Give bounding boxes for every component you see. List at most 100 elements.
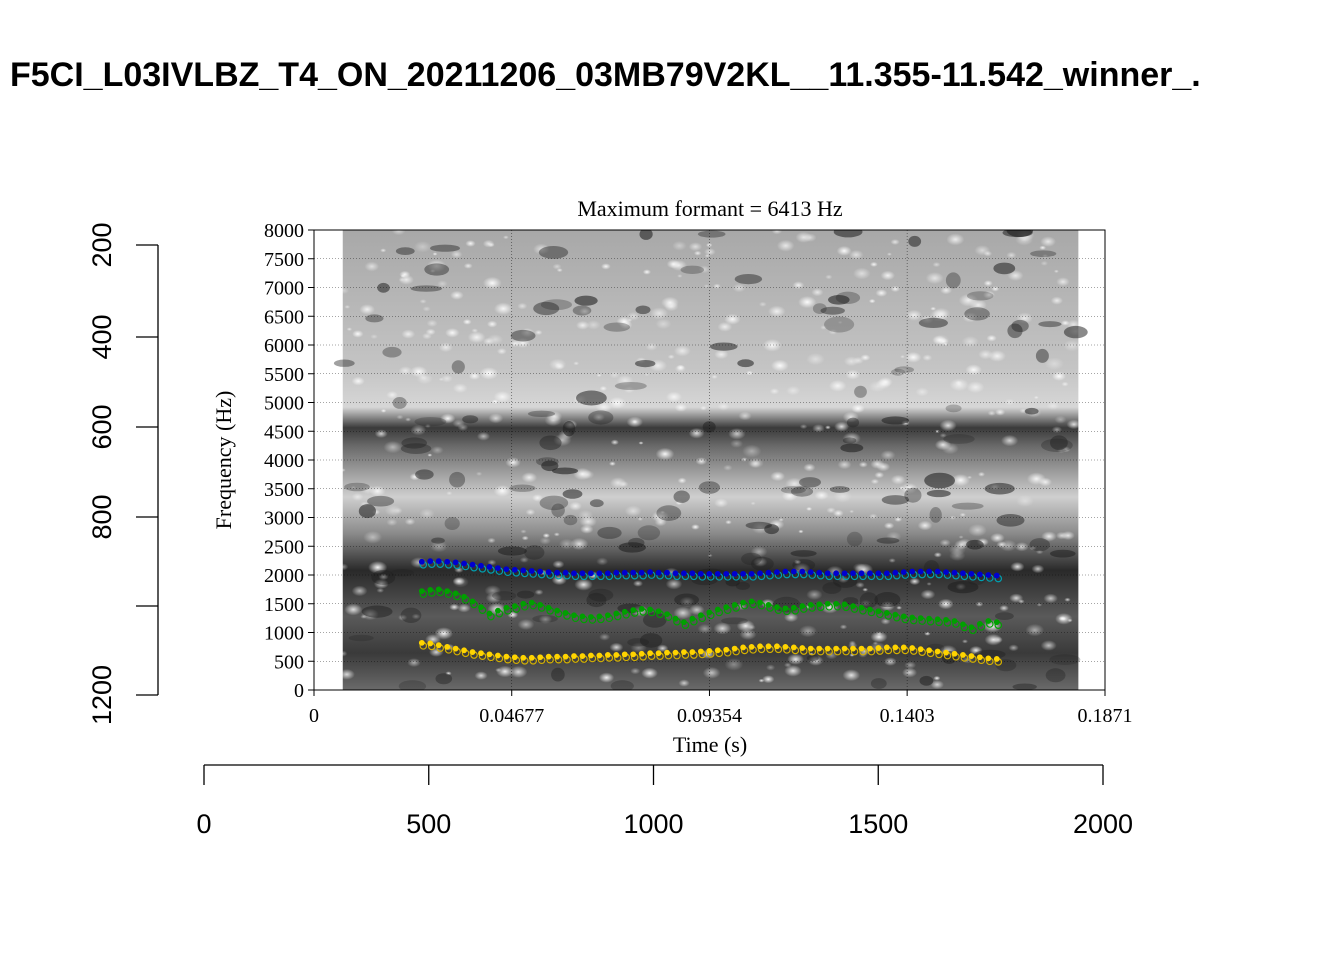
spectrogram-speckle — [396, 414, 404, 420]
spectrogram-speckle — [860, 354, 871, 361]
spectrogram-shadow — [533, 301, 560, 316]
spectrogram-speckle — [445, 671, 452, 676]
f3-point — [790, 568, 797, 575]
spectrogram-shadow — [1035, 348, 1049, 363]
spectrogram-speckle — [467, 331, 486, 344]
f1-point — [858, 645, 865, 652]
spectrogram-speckle — [1051, 426, 1063, 433]
spectrogram-speckle — [688, 242, 703, 252]
spectrogram-speckle — [1033, 395, 1039, 400]
spectrogram-speckle — [747, 457, 764, 469]
spectrogram-shadow — [361, 605, 393, 618]
spectrogram-speckle — [870, 631, 888, 643]
x-tick-label: 0.1403 — [880, 705, 935, 727]
spectrogram-speckle — [344, 603, 363, 616]
spectrogram-speckle — [886, 531, 902, 542]
spectrogram-speckle — [351, 493, 364, 501]
spectrogram-speckle — [784, 665, 802, 677]
spectrogram-shadow — [673, 490, 690, 503]
f1-point — [774, 643, 780, 650]
spectrogram-speckle — [771, 359, 789, 372]
spectrogram-speckle — [762, 675, 775, 684]
spectrogram-speckle — [732, 283, 746, 293]
spectrogram-speckle — [1029, 545, 1037, 551]
spectrogram-speckle — [858, 461, 868, 468]
spectrogram-speckle — [787, 653, 804, 665]
f3-point — [672, 570, 679, 577]
spectrogram-shadow — [492, 591, 517, 601]
spectrogram-shadow — [951, 502, 984, 510]
f3-point — [630, 569, 637, 576]
f2-point — [782, 605, 789, 612]
spectrogram-shadow — [639, 633, 663, 648]
f2-point — [495, 607, 501, 614]
f3-point — [486, 564, 493, 570]
spectrogram-shadow — [1045, 668, 1066, 683]
f2-point — [774, 604, 780, 611]
spectrogram-speckle — [493, 485, 511, 497]
spectrogram-speckle — [776, 239, 795, 252]
f2-point — [427, 587, 434, 593]
spectrogram-speckle — [941, 442, 959, 455]
spectrogram-speckle — [410, 424, 427, 436]
spectrogram-speckle — [1044, 357, 1064, 371]
f1-point — [976, 654, 983, 661]
spectrogram-shadow — [874, 592, 901, 608]
spectrogram-speckle — [519, 557, 529, 563]
f3-point — [478, 562, 484, 569]
spectrogram-speckle — [426, 319, 438, 327]
spectrogram-shadow — [392, 397, 407, 409]
f1-point — [554, 653, 560, 660]
f3-point — [723, 570, 730, 577]
f3-point — [621, 569, 628, 576]
f3-point — [985, 572, 992, 578]
spectrogram-shadow — [735, 581, 751, 590]
f1-point — [478, 650, 484, 657]
spectrogram-speckle — [352, 330, 364, 338]
f1-point — [714, 647, 721, 654]
spectrogram-speckle — [939, 539, 951, 547]
outer-bottom-tick-label: 1000 — [623, 809, 683, 839]
y-tick-label: 1500 — [264, 594, 304, 616]
f2-point — [850, 603, 856, 609]
spectrogram-shadow — [822, 582, 842, 594]
spectrogram-speckle — [983, 250, 993, 257]
spectrogram-speckle — [383, 440, 403, 454]
spectrogram-shadow — [737, 359, 754, 368]
spectrogram-speckle — [642, 269, 652, 275]
spectrogram-shadow — [400, 607, 422, 623]
spectrogram-speckle — [1008, 644, 1019, 652]
spectrogram-speckle — [479, 367, 499, 380]
spectrogram-speckle — [505, 457, 521, 468]
f3-point — [900, 569, 907, 576]
spectrogram-speckle — [616, 375, 634, 387]
f1-point — [875, 645, 882, 651]
f3-point — [748, 570, 755, 577]
spectrogram-shadow — [924, 472, 955, 489]
spectrogram-shadow — [588, 410, 614, 425]
f2-point — [528, 599, 535, 606]
outer-bottom-tick-label: 500 — [406, 809, 451, 839]
spectrogram-shadow — [444, 517, 460, 530]
spectrogram-speckle — [996, 541, 1007, 548]
spectrogram-shadow — [365, 314, 384, 323]
spectrogram-shadow — [614, 382, 647, 390]
spectrogram-speckle — [598, 672, 615, 683]
spectrogram-shadow — [401, 437, 428, 449]
f1-point — [697, 648, 704, 655]
f3-point — [926, 568, 933, 575]
spectrogram-shadow — [820, 306, 845, 315]
spectrogram-speckle — [1043, 593, 1058, 604]
spectrogram-speckle — [650, 307, 669, 320]
spectrogram-speckle — [905, 351, 922, 363]
f3-point — [697, 570, 704, 577]
f3-point — [571, 570, 577, 577]
f1-point — [630, 651, 637, 658]
f2-point — [909, 614, 916, 621]
spectrogram-speckle — [1035, 549, 1044, 555]
spectrogram-shadow — [680, 265, 705, 274]
spectrogram-shadow — [966, 539, 984, 550]
f2-point — [841, 601, 848, 608]
spectrogram-speckle — [738, 411, 752, 421]
outer-bottom-axis: 0 500 1000 1500 2000 — [196, 764, 1133, 839]
